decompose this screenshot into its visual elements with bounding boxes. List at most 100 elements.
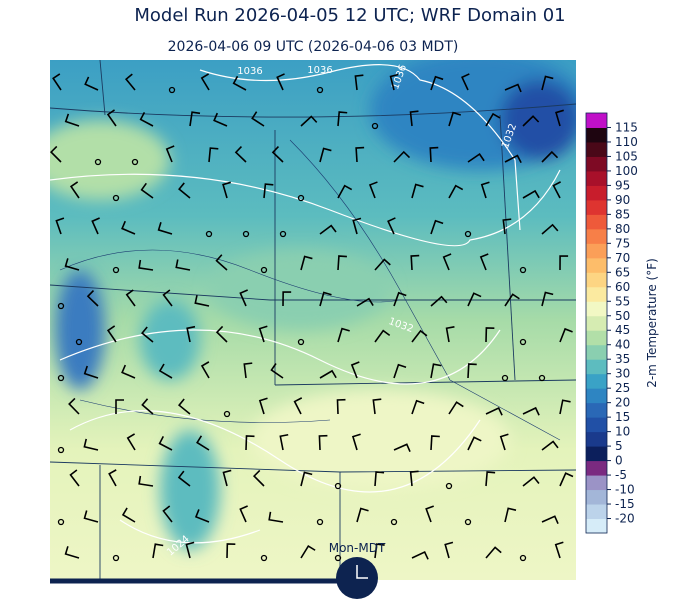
wind-barb — [485, 471, 496, 487]
wind-barb — [162, 289, 173, 307]
wind-barb — [258, 397, 268, 415]
clock-label: Mon-MDT — [329, 541, 386, 555]
wind-barb — [106, 325, 117, 343]
colorbar-tick-label: -20 — [615, 512, 635, 526]
colorbar-segment — [586, 431, 607, 447]
wind-barb — [108, 469, 117, 487]
wind-barb — [69, 181, 80, 199]
wind-barb — [504, 293, 520, 307]
calm-marker — [297, 338, 305, 346]
wind-barb — [559, 472, 574, 487]
subtitle: 2026-04-06 09 UTC (2026-04-06 03 MDT) — [168, 39, 459, 55]
wind-barb — [350, 361, 360, 379]
colorbar-segment — [586, 170, 607, 186]
wind-barb — [393, 443, 411, 452]
wind-barb — [222, 469, 232, 487]
colorbar-tick-label: -10 — [615, 483, 635, 497]
wind-barb — [479, 253, 489, 271]
colorbar-segment — [586, 344, 607, 360]
wind-barb — [374, 329, 391, 343]
wind-barb — [126, 433, 136, 451]
wind-barb — [83, 438, 99, 451]
wind-barb — [429, 146, 439, 163]
wind-barb — [541, 75, 554, 91]
calm-marker — [297, 194, 305, 202]
wind-barb — [485, 327, 495, 343]
calm-marker — [205, 230, 213, 238]
wind-barb — [411, 329, 428, 343]
wind-barb — [138, 259, 154, 271]
colorbar-tick-label: 45 — [615, 323, 630, 337]
wind-barb — [215, 325, 228, 343]
wind-barb — [504, 154, 522, 164]
wind-barb — [467, 363, 477, 379]
colorbar-tick-label: -5 — [615, 468, 627, 482]
wind-barb — [430, 295, 448, 307]
colorbar-segment — [586, 330, 607, 346]
calm-marker — [464, 518, 472, 526]
wind-barb — [425, 505, 434, 523]
calm-marker — [316, 86, 324, 94]
wind-barb — [552, 181, 561, 199]
wind-barb — [152, 543, 164, 559]
wind-barb — [442, 253, 452, 271]
colorbar-segment — [586, 388, 607, 404]
wind-barb — [106, 109, 117, 127]
calm-marker — [260, 266, 268, 274]
wind-barb — [194, 295, 210, 307]
wind-barb — [522, 115, 540, 127]
wind-barb — [55, 217, 65, 235]
calm-marker — [519, 266, 527, 274]
calm-marker — [94, 158, 102, 166]
wind-barb — [115, 399, 125, 415]
colorbar-segment — [586, 417, 607, 433]
wind-barb — [411, 550, 429, 560]
colorbar-tick-label: 115 — [615, 120, 638, 134]
wind-barb — [485, 546, 502, 559]
colorbar-segment — [586, 141, 607, 157]
wind-barb — [270, 363, 284, 379]
wind-barb — [541, 223, 559, 235]
colorbar-tick-label: 55 — [615, 294, 630, 308]
wind-barb — [186, 325, 196, 343]
wind-barb — [251, 111, 265, 127]
colorbar-tick-label: 60 — [615, 280, 630, 294]
wind-barb — [86, 289, 99, 307]
wind-barb — [337, 184, 353, 199]
calm-marker — [519, 338, 527, 346]
calm-marker — [464, 230, 472, 238]
wind-barb — [139, 111, 154, 127]
wind-barb — [430, 435, 440, 451]
wind-barb — [393, 363, 407, 379]
wind-barb — [448, 401, 464, 415]
wind-barb — [559, 399, 571, 415]
wind-barb — [178, 182, 191, 199]
colorbar-tick-label: 20 — [615, 396, 630, 410]
wind-barb — [245, 435, 255, 451]
calm-marker — [131, 158, 139, 166]
map: 1036 1036 1036 1032 1032 1024 — [50, 60, 576, 580]
wind-barb — [448, 184, 464, 199]
calm-marker — [57, 302, 65, 310]
wind-barb — [300, 255, 313, 271]
wind-barb — [239, 505, 248, 523]
wind-barb — [467, 292, 482, 307]
wind-barb — [222, 181, 231, 199]
wind-barb — [499, 433, 509, 451]
colorbar-segment — [586, 301, 607, 317]
wind-barb — [368, 181, 378, 199]
wind-barb — [258, 325, 268, 343]
wind-barb — [393, 150, 411, 163]
calm-marker — [445, 482, 453, 490]
wind-barbs — [50, 73, 574, 562]
wind-barb — [196, 435, 210, 451]
wind-barb — [410, 254, 420, 271]
wind-barb — [282, 291, 292, 307]
wind-barb — [162, 505, 173, 523]
colorbar-segment — [586, 504, 607, 520]
calm-marker — [538, 374, 546, 382]
calm-marker — [168, 86, 176, 94]
wind-barb — [158, 363, 173, 379]
colorbar-frame — [585, 112, 608, 534]
calm-marker — [279, 230, 287, 238]
